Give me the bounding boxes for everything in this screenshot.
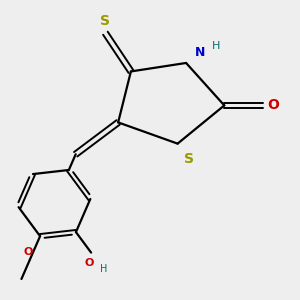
Text: O: O [84, 258, 94, 268]
Text: S: S [184, 152, 194, 166]
Text: N: N [195, 46, 205, 59]
Text: H: H [100, 264, 107, 274]
Text: O: O [23, 248, 32, 257]
Text: S: S [100, 14, 110, 28]
Text: O: O [267, 98, 279, 112]
Text: H: H [212, 41, 220, 51]
